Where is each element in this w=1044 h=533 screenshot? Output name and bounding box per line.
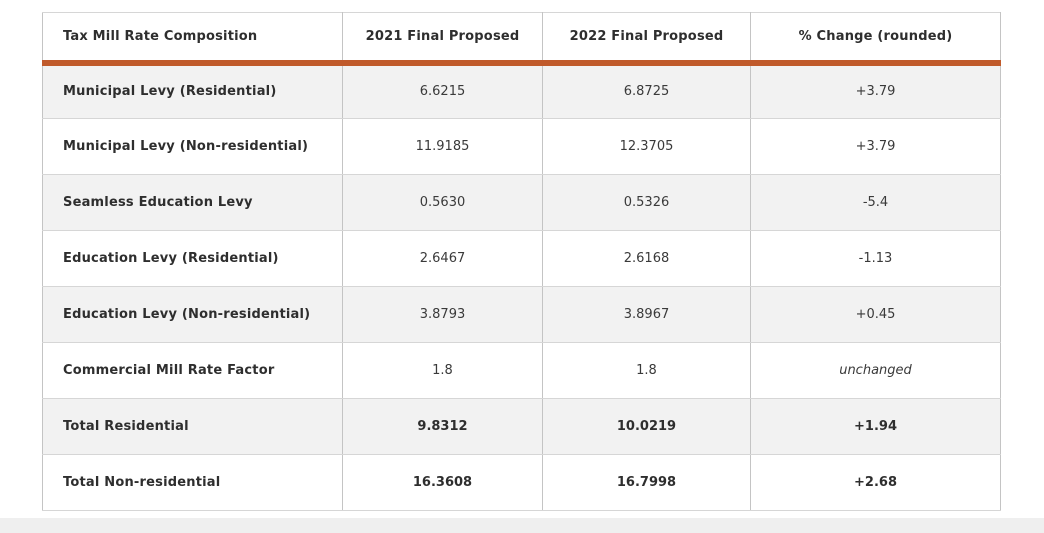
change-cell: +3.79: [750, 118, 1001, 175]
table-row: Total Non-residential 16.3608 16.7998 +2.68: [42, 454, 1001, 511]
value-2021-cell: 6.6215: [342, 62, 543, 119]
table-row: Seamless Education Levy 0.5630 0.5326 -5.4: [42, 174, 1001, 231]
row-label-cell: Municipal Levy (Residential): [42, 62, 343, 119]
value-2021-cell: 11.9185: [342, 118, 543, 175]
row-label-cell: Commercial Mill Rate Factor: [42, 342, 343, 399]
change-cell: unchanged: [750, 342, 1001, 399]
table-row: Municipal Levy (Non-residential) 11.9185 1…: [42, 118, 1001, 175]
column-header: 2022 Final Proposed: [542, 12, 751, 66]
row-label-cell: Municipal Levy (Non-residential): [42, 118, 343, 175]
value-2022-cell: 3.8967: [542, 286, 751, 343]
change-cell: +3.79: [750, 62, 1001, 119]
row-label-cell: Total Non-residential: [42, 454, 343, 511]
table-header: Tax Mill Rate Composition 2021 Final Prop…: [42, 12, 1001, 66]
value-2022-cell: 6.8725: [542, 62, 751, 119]
change-cell: +2.68: [750, 454, 1001, 511]
table-row: Education Levy (Non-residential) 3.8793 3.…: [42, 286, 1001, 343]
tax-mill-rate-table-container: Tax Mill Rate Composition 2021 Final Prop…: [42, 12, 1001, 511]
column-header: % Change (rounded): [750, 12, 1001, 66]
header-row: Tax Mill Rate Composition 2021 Final Prop…: [42, 12, 1001, 66]
change-cell: +1.94: [750, 398, 1001, 455]
change-cell: -1.13: [750, 230, 1001, 287]
value-2021-cell: 9.8312: [342, 398, 543, 455]
value-2021-cell: 2.6467: [342, 230, 543, 287]
row-label-cell: Total Residential: [42, 398, 343, 455]
table-row: Municipal Levy (Residential) 6.6215 6.8725…: [42, 62, 1001, 119]
value-2022-cell: 2.6168: [542, 230, 751, 287]
value-2022-cell: 10.0219: [542, 398, 751, 455]
change-cell: -5.4: [750, 174, 1001, 231]
value-2021-cell: 3.8793: [342, 286, 543, 343]
column-header: 2021 Final Proposed: [342, 12, 543, 66]
value-2021-cell: 1.8: [342, 342, 543, 399]
value-2022-cell: 1.8: [542, 342, 751, 399]
column-header: Tax Mill Rate Composition: [42, 12, 343, 66]
row-label-cell: Education Levy (Residential): [42, 230, 343, 287]
row-label-cell: Education Levy (Non-residential): [42, 286, 343, 343]
row-label-cell: Seamless Education Levy: [42, 174, 343, 231]
page-bottom-band: [0, 518, 1044, 533]
table-row: Education Levy (Residential) 2.6467 2.6168…: [42, 230, 1001, 287]
value-2022-cell: 12.3705: [542, 118, 751, 175]
table-body: Municipal Levy (Residential) 6.6215 6.8725…: [42, 62, 1001, 511]
tax-mill-rate-table: Tax Mill Rate Composition 2021 Final Prop…: [42, 12, 1001, 511]
value-2022-cell: 16.7998: [542, 454, 751, 511]
value-2021-cell: 0.5630: [342, 174, 543, 231]
value-2022-cell: 0.5326: [542, 174, 751, 231]
change-cell: +0.45: [750, 286, 1001, 343]
table-row: Commercial Mill Rate Factor 1.8 1.8 unchang…: [42, 342, 1001, 399]
table-row: Total Residential 9.8312 10.0219 +1.94: [42, 398, 1001, 455]
value-2021-cell: 16.3608: [342, 454, 543, 511]
